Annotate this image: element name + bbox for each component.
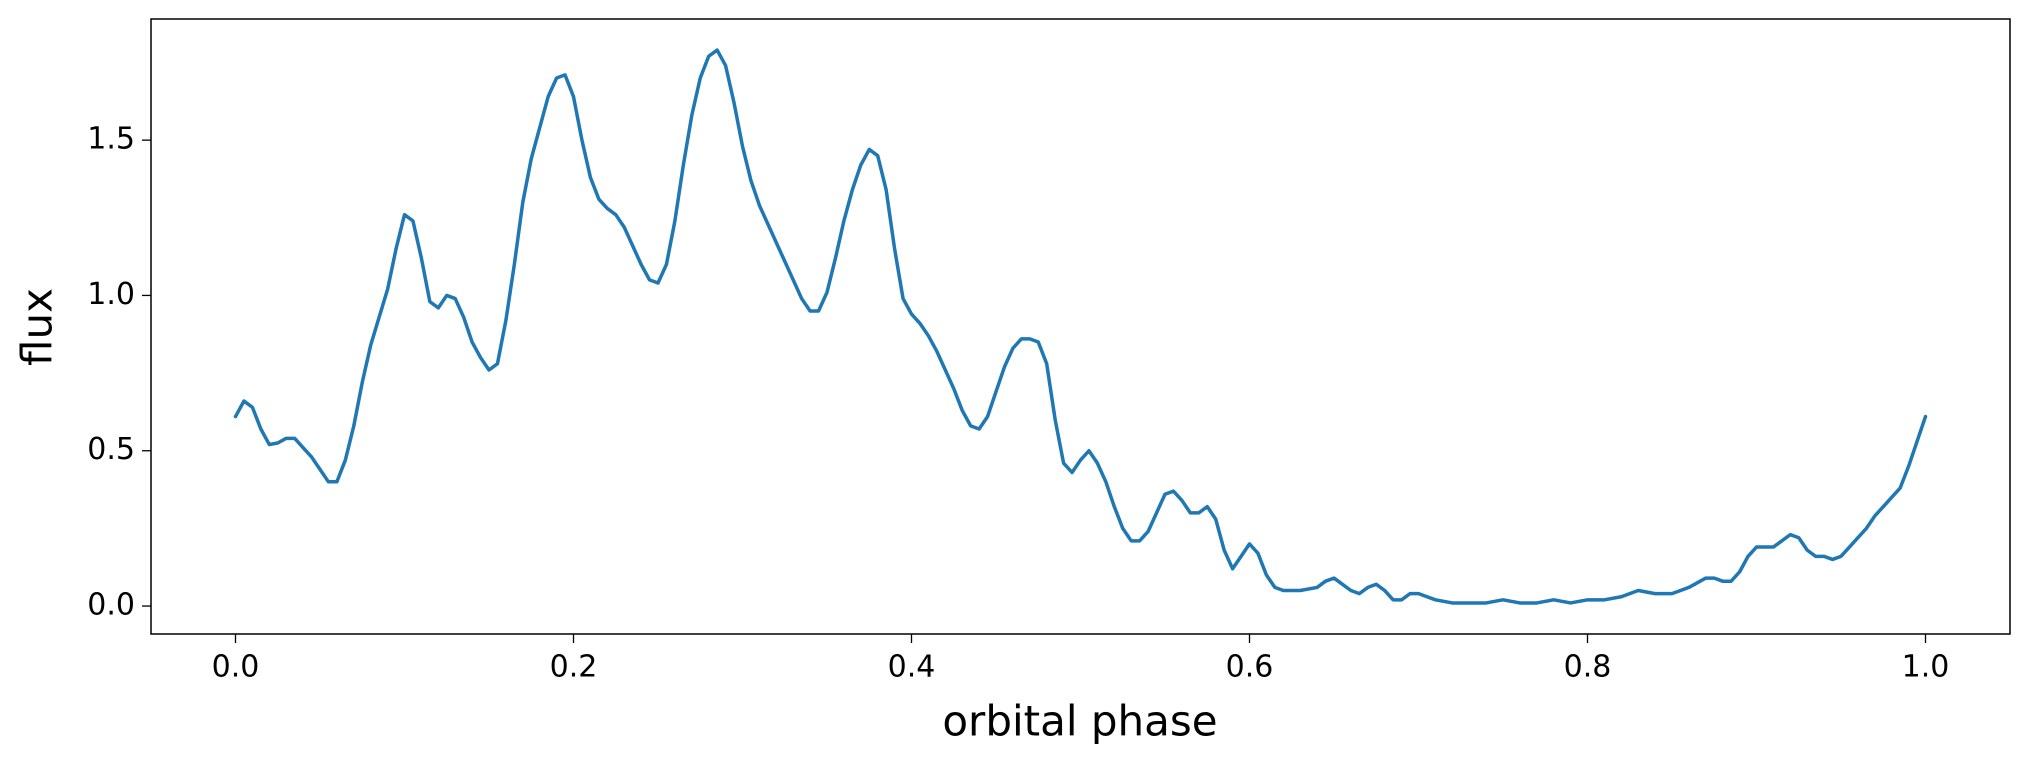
plot-frame bbox=[150, 18, 2011, 635]
x-tick-label: 0.4 bbox=[888, 650, 936, 685]
y-tick-label: 0.5 bbox=[87, 432, 135, 467]
y-tick-label: 0.0 bbox=[87, 588, 135, 623]
x-tick-label: 0.2 bbox=[550, 650, 598, 685]
x-axis-label: orbital phase bbox=[942, 697, 1217, 746]
x-tick-label: 0.0 bbox=[212, 650, 260, 685]
x-tick-label: 1.0 bbox=[1902, 650, 1950, 685]
y-tick-label: 1.5 bbox=[87, 122, 135, 157]
y-axis-label: flux bbox=[13, 288, 62, 366]
data-line bbox=[233, 48, 1928, 605]
y-tick-label: 1.0 bbox=[87, 277, 135, 312]
x-tick-label: 0.6 bbox=[1226, 650, 1274, 685]
x-tick-label: 0.8 bbox=[1564, 650, 1612, 685]
